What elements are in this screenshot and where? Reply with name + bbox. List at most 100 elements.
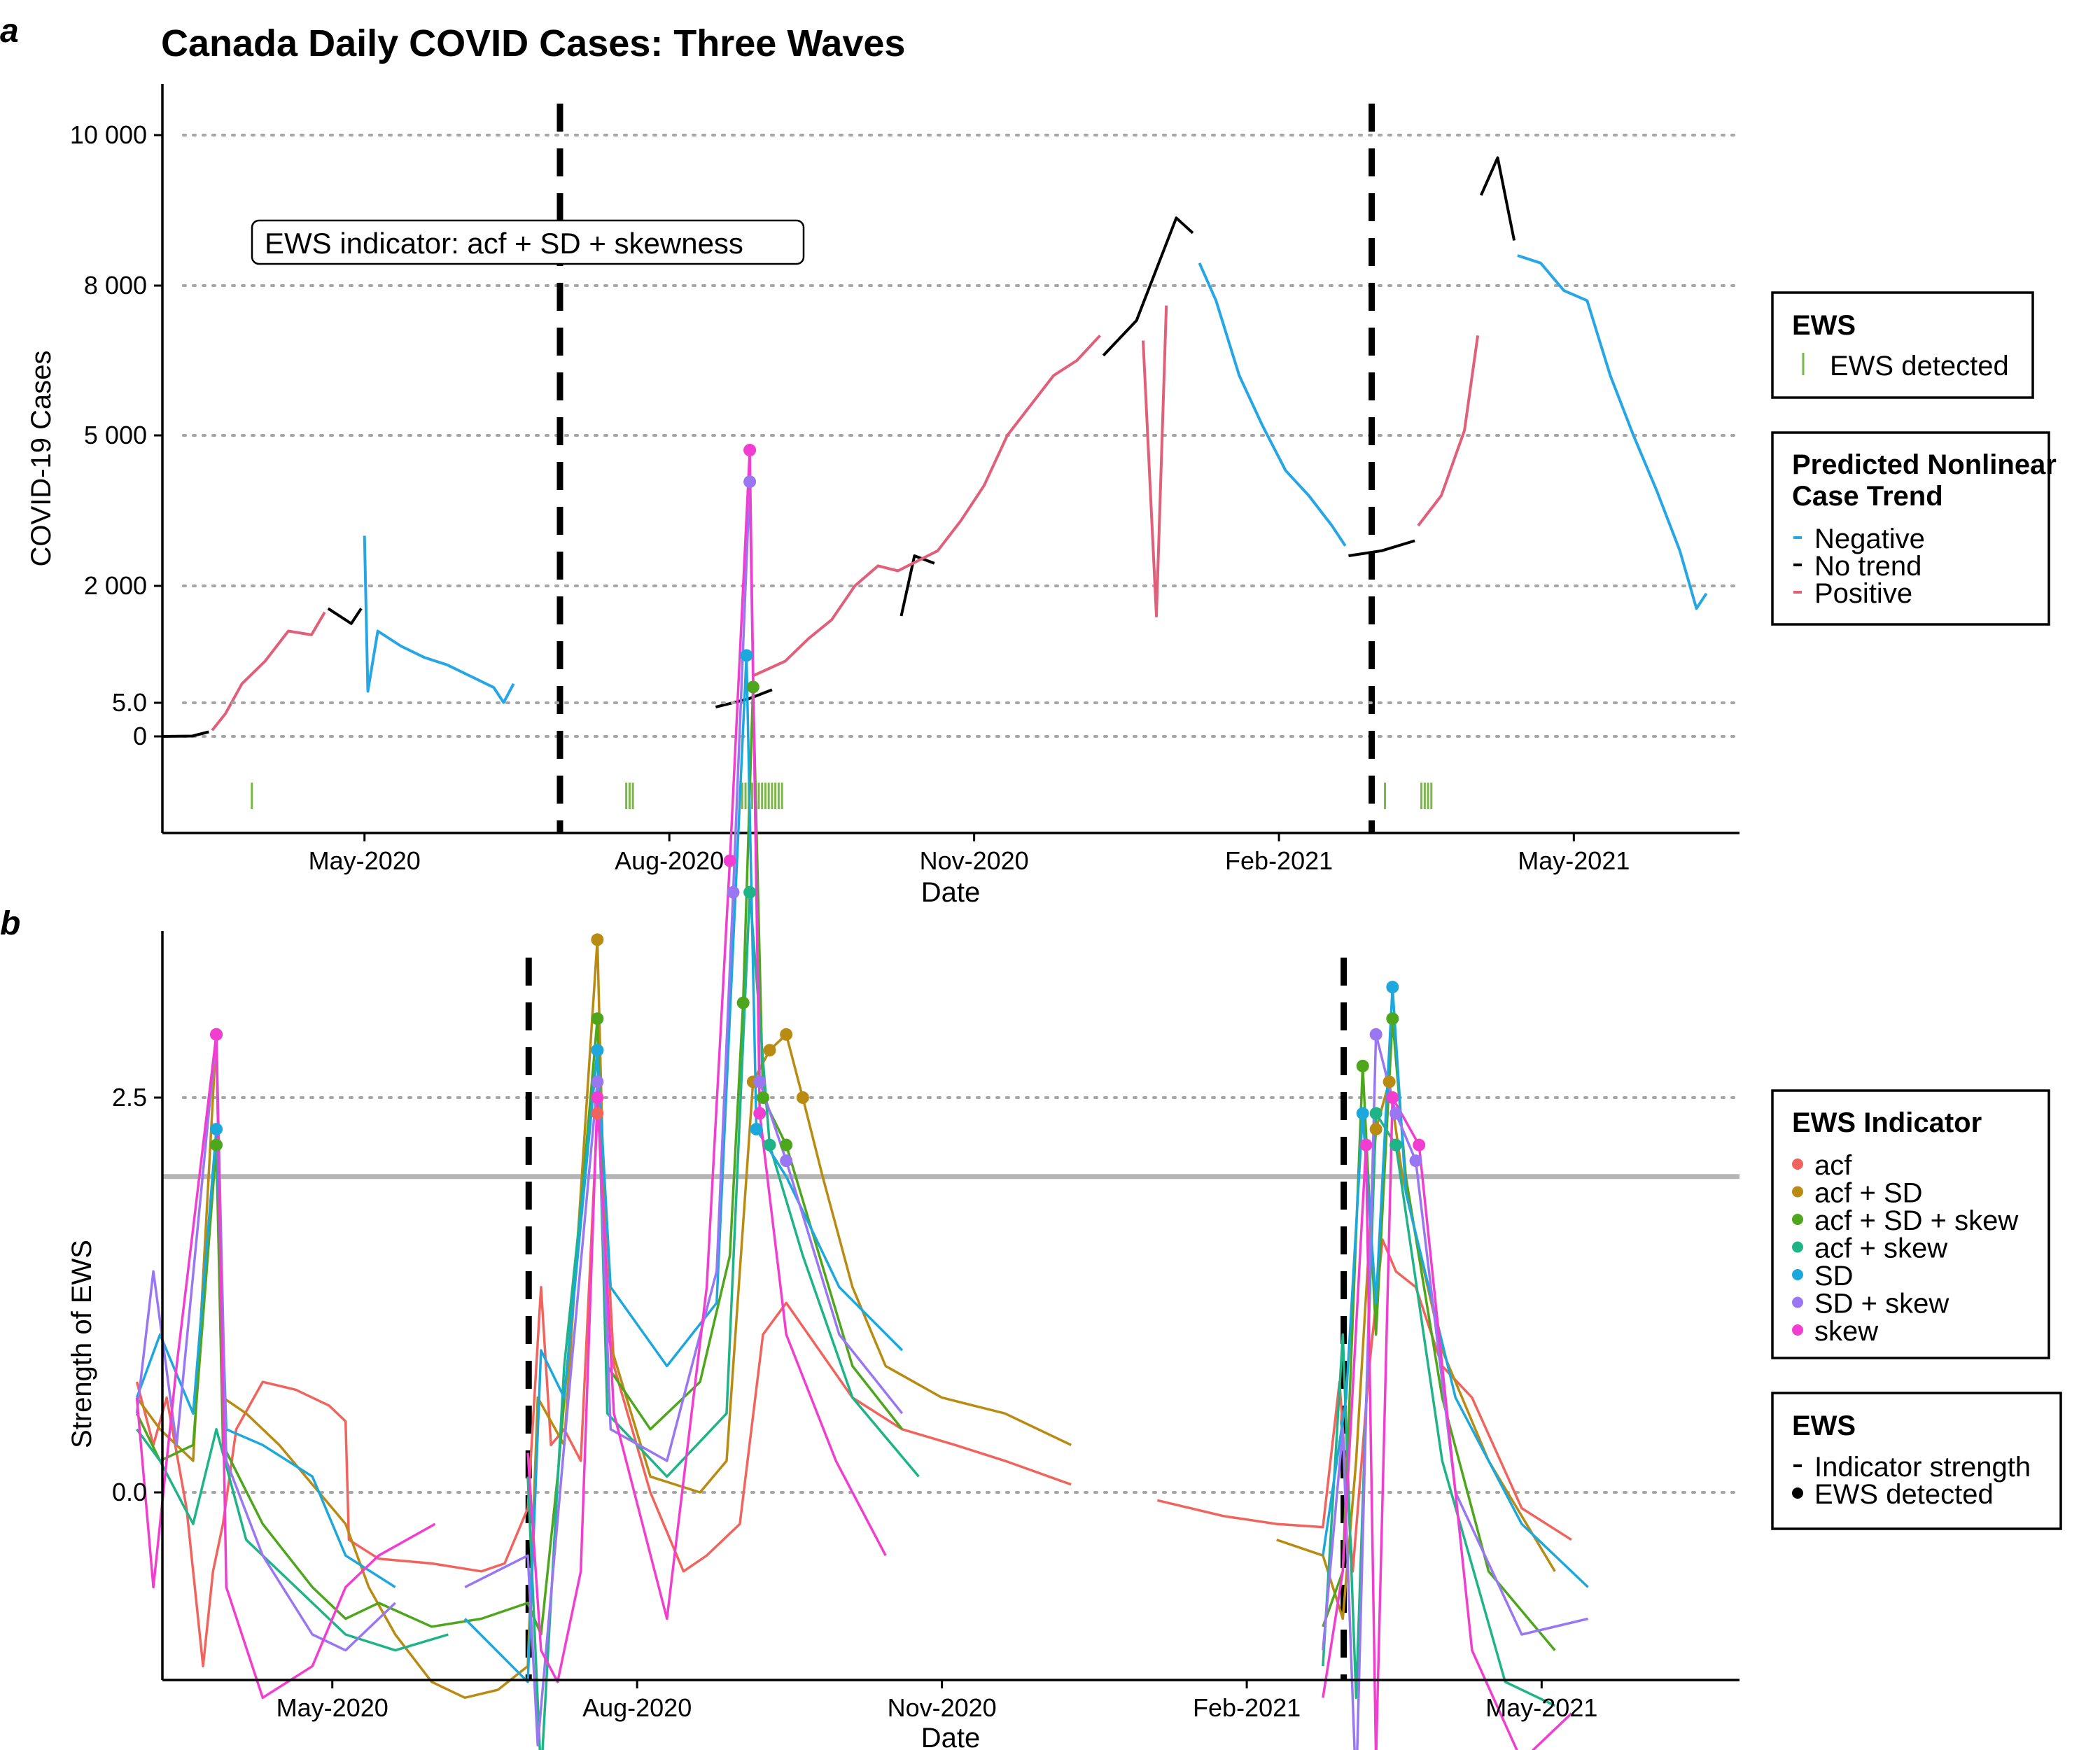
panel-b-indicator-series: [135, 449, 1589, 1750]
indicator-line-sd: [463, 654, 904, 1684]
ews-point-sd: [591, 1044, 604, 1057]
legend-item-label: SD + skew: [1814, 1289, 1949, 1320]
legend-item-ews-detected: EWS detected: [1814, 1479, 1994, 1510]
ews-point-acf-skew: [1390, 1138, 1403, 1152]
series-line-negative: [363, 536, 515, 704]
indicator-line-acf-sd: [136, 938, 1072, 1700]
ews-point-acf-sd: [1382, 1075, 1396, 1088]
ews-point-skew: [723, 854, 736, 867]
indicator-line-skew: [135, 1033, 436, 1700]
y-tick-label: 5 000: [84, 421, 147, 449]
ews-point-acf-sd: [780, 1028, 793, 1041]
annotation-box: [251, 219, 805, 265]
ews-point-acf-sd-skew: [1356, 1059, 1369, 1072]
x-tick-label: Aug-2020: [582, 1693, 692, 1722]
series-line-no-trend: [715, 688, 773, 709]
panel-b-y-title: Strength of EWS: [66, 1240, 97, 1448]
ews-point-acf-sd: [1369, 1123, 1382, 1136]
ews-point-sd-skew: [727, 886, 740, 899]
ews-point-acf-skew: [763, 1138, 776, 1152]
series-line-no-trend: [1479, 156, 1516, 241]
ews-point-skew: [753, 1107, 766, 1120]
ews-point-skew: [1359, 1138, 1373, 1152]
ews-point-sd: [1386, 981, 1399, 994]
ews-point-sd-skew: [1409, 1154, 1422, 1168]
indicator-line-sd-skew: [135, 1033, 396, 1652]
panel-a-wave-boundaries: [556, 104, 1376, 833]
legend-title: EWS: [1792, 1410, 1856, 1441]
x-tick-label: Aug-2020: [615, 846, 724, 875]
indicator-line-acf-skew: [526, 890, 920, 1750]
panel-a-letter: a: [0, 13, 19, 50]
y-tick-label: 5.0: [112, 688, 147, 717]
ews-point-sd-skew: [1369, 1028, 1382, 1041]
y-tick-label: 0: [133, 722, 147, 750]
panel-b-legend-ews: EWS Indicator strength EWS detected: [1771, 1392, 2062, 1530]
panel-b-x-title: Date: [921, 1723, 981, 1750]
panel-a-ews-ticks: [251, 783, 1433, 809]
y-tick-label: 2 000: [84, 571, 147, 600]
x-tick-label: May-2020: [276, 1693, 388, 1722]
y-tick-label: 0.0: [112, 1478, 147, 1506]
ews-point-acf-sd-skew: [746, 680, 760, 694]
legend-item-no-trend: No trend: [1814, 551, 1921, 582]
legend-title: EWS: [1792, 310, 1856, 341]
ews-point-acf-sd-skew: [780, 1138, 793, 1152]
ews-point-acf-sd-skew: [757, 1091, 770, 1104]
indicator-line-skew: [526, 449, 887, 1684]
legend-item-label: acf + skew: [1814, 1233, 1947, 1264]
ews-point-acf-sd-skew: [1386, 1012, 1399, 1026]
panel-a-y-title: COVID-19 Cases: [26, 351, 57, 567]
x-tick-label: May-2021: [1485, 1693, 1597, 1722]
ews-point-acf-skew: [1369, 1107, 1382, 1120]
ews-detected-swatch: [1792, 1488, 1803, 1499]
x-tick-label: May-2020: [309, 846, 421, 875]
panel-a-gridlines: [182, 134, 1741, 738]
indicator-line-acf-sd: [1276, 1080, 1556, 1620]
ews-point-skew: [591, 1091, 604, 1104]
ews-point-skew: [743, 444, 757, 457]
ews-point-sd-skew: [753, 1075, 766, 1088]
ews-point-sd: [210, 1123, 223, 1136]
series-line-positive: [751, 334, 1101, 678]
ews-point-acf-skew: [743, 886, 757, 899]
legend-box: [1771, 1089, 2050, 1359]
series-line-positive: [1142, 305, 1168, 617]
legend-item-label: acf: [1814, 1150, 1852, 1181]
panel-b-ews-points: [210, 444, 1426, 1168]
legend-swatch: [1792, 1186, 1803, 1198]
legend-item-label: SD: [1814, 1261, 1854, 1292]
legend-item-label: acf + SD + skew: [1814, 1205, 2018, 1236]
panel-a-y-ticks: 0 2 000 5 000 8 000 10 000: [70, 120, 162, 750]
series-line-negative: [1517, 254, 1708, 610]
ews-point-sd: [1356, 1107, 1369, 1120]
panel-a-x-title: Date: [921, 877, 981, 908]
series-line-positive: [1417, 335, 1480, 527]
ews-point-sd-skew: [780, 1154, 793, 1168]
legend-swatch: [1792, 1269, 1803, 1280]
ews-point-sd-skew: [1390, 1107, 1403, 1120]
panel-a-x-ticks: May-2020 Aug-2020 Nov-2020 Feb-2021 May-2021: [309, 833, 1630, 875]
legend-swatch: [1792, 1158, 1803, 1170]
panel-a-annotation: EWS indicator: acf + SD + skewness: [251, 219, 805, 265]
x-tick-label: Nov-2020: [888, 1693, 997, 1722]
series-line-no-trend: [162, 730, 209, 738]
legend-item-indicator-strength: Indicator strength: [1814, 1452, 2031, 1483]
legend-title-line1: Predicted Nonlinear: [1792, 449, 2057, 480]
panel-a-title: Canada Daily COVID Cases: Three Waves: [161, 22, 905, 64]
x-tick-label: Feb-2021: [1225, 846, 1333, 875]
panel-a-legend-ews: EWS EWS detected: [1771, 291, 2034, 399]
ews-point-acf-sd: [591, 933, 604, 946]
series-line-positive: [211, 611, 326, 732]
ews-point-acf-sd: [796, 1091, 809, 1104]
ews-point-sd: [750, 1123, 763, 1136]
y-tick-label: 2.5: [112, 1083, 147, 1112]
legend-item-label: skew: [1814, 1316, 1878, 1347]
series-line-no-trend: [1102, 216, 1194, 357]
ews-point-sd-skew: [591, 1075, 604, 1088]
panel-b-x-ticks: May-2020 Aug-2020 Nov-2020 Feb-2021 May-2021: [276, 1680, 1597, 1722]
ews-point-skew: [210, 1028, 223, 1041]
legend-swatch: [1792, 1214, 1803, 1225]
x-tick-label: May-2021: [1518, 846, 1630, 875]
